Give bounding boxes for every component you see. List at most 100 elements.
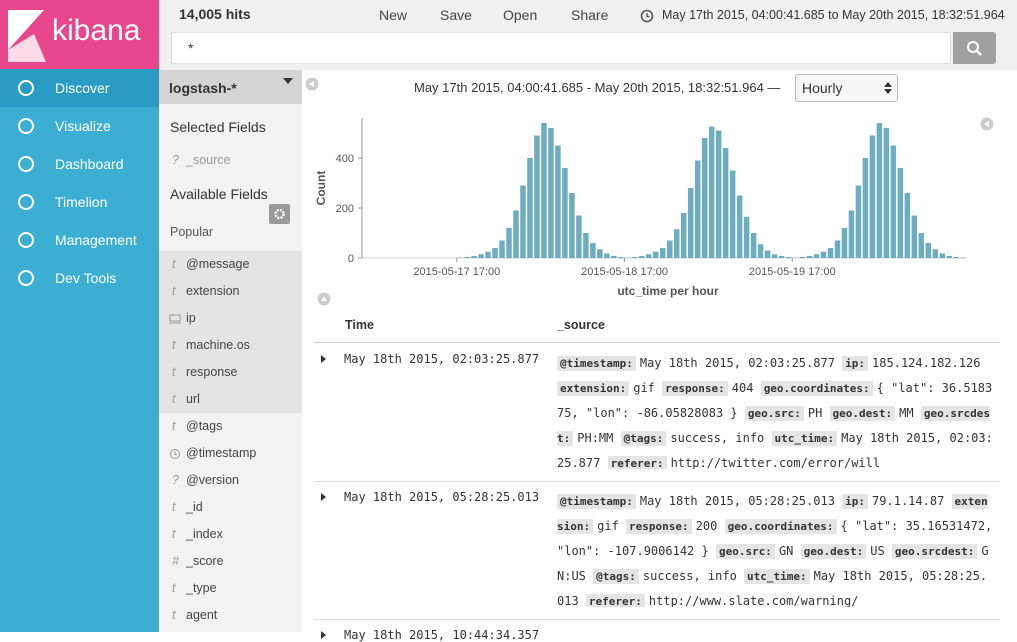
bar (597, 249, 603, 258)
bar (757, 244, 764, 258)
field[interactable]: # _score (159, 548, 302, 575)
row-source: @timestamp: May 18th 2015, 05:28:25.013 i… (557, 489, 993, 607)
interval-select[interactable]: Hourly (795, 74, 898, 102)
x-tick-label: 2015-05-18 17:00 (581, 266, 668, 278)
bar (701, 138, 708, 258)
source-key: referer: (607, 456, 667, 469)
x-tick-label: 2015-05-17 17:00 (413, 266, 500, 278)
bar (764, 250, 771, 258)
source-value: PH (807, 406, 823, 420)
nav-item[interactable]: Discover (0, 69, 159, 107)
bar (778, 256, 785, 258)
field-type-icon (169, 314, 181, 324)
field-type-icon: t (172, 338, 176, 352)
field-type-icon: ? (172, 153, 179, 167)
collapse-left[interactable] (305, 77, 319, 91)
nav-icon (18, 194, 34, 210)
field-name: @version (186, 473, 239, 487)
source-key: @timestamp: (557, 494, 636, 509)
bar (792, 257, 799, 258)
collapse-chart[interactable] (317, 292, 331, 306)
nav-label: Dev Tools (55, 270, 117, 286)
x-tick-label: 2015-05-19 17:00 (749, 266, 836, 278)
field[interactable]: t agent (159, 602, 302, 629)
bar (799, 257, 806, 258)
field-type-icon: t (172, 257, 176, 271)
source-value: GN (778, 544, 794, 558)
bar (939, 253, 946, 258)
menu-item[interactable]: Share (571, 7, 609, 23)
logo[interactable]: kibana (0, 0, 159, 69)
index-pattern[interactable]: logstash-* (159, 70, 302, 104)
y-tick-label: 400 (336, 153, 354, 165)
menu-item[interactable]: Open (503, 7, 538, 23)
collapse-right[interactable] (980, 117, 994, 131)
bar (555, 145, 561, 258)
source-value: May 18th 2015, 05:28:25.013 (557, 569, 988, 607)
source-value: GN:US (557, 544, 989, 583)
nav-icon (18, 156, 34, 172)
nav-label: Dashboard (55, 156, 124, 172)
field-name: machine.os (186, 338, 250, 352)
chart-range: May 17th 2015, 04:00:41.685 - May 20th 2… (414, 80, 781, 95)
expand-toggle[interactable] (320, 492, 328, 502)
field[interactable]: t extension (159, 278, 302, 305)
field-name: _type (186, 581, 217, 595)
field[interactable]: t machine.os (159, 332, 302, 359)
nav-item[interactable]: Visualize (0, 107, 159, 145)
bar (604, 253, 610, 258)
field[interactable]: ? @version (159, 467, 302, 494)
bar (729, 170, 736, 258)
bar (806, 256, 813, 258)
field[interactable]: t url (159, 386, 302, 413)
nav-item[interactable]: Management (0, 221, 159, 259)
field-name: @message (186, 257, 250, 271)
bar (646, 254, 652, 258)
hits: 14,005 hits (179, 6, 251, 22)
field-type-icon: t (172, 392, 176, 406)
field[interactable]: ip (159, 305, 302, 332)
source-value: success, info (670, 431, 765, 445)
field[interactable]: t _id (159, 494, 302, 521)
source-key: response: (626, 519, 692, 534)
nav-label: Management (55, 232, 137, 248)
bar (869, 135, 876, 258)
bar (632, 257, 638, 258)
source-key: geo.srcdest: (891, 544, 978, 559)
field[interactable]: t @tags (159, 413, 302, 440)
source-value: http://www.slate.com/warning/ (648, 594, 859, 607)
bar (499, 240, 505, 258)
menu-item[interactable]: New (379, 7, 408, 23)
menu-item[interactable]: Save (440, 7, 472, 23)
expand-toggle[interactable] (320, 354, 328, 364)
bar (611, 256, 617, 258)
source-key: geo.dest: (800, 544, 867, 559)
bar (694, 160, 701, 258)
field[interactable]: t _type (159, 575, 302, 602)
bar (946, 256, 953, 258)
field[interactable]: @timestamp (159, 440, 302, 467)
selected-title: Selected Fields (170, 119, 266, 135)
bar (639, 256, 645, 258)
nav-item[interactable]: Dashboard (0, 145, 159, 183)
source-value: May 18th 2015, 02:03:25.877 (639, 356, 835, 370)
field[interactable]: ? _source (159, 147, 302, 174)
bar (541, 123, 547, 258)
nav-label: Visualize (55, 118, 111, 134)
nav-item[interactable]: Timelion (0, 183, 159, 221)
field[interactable]: t response (159, 359, 302, 386)
source-value: gif (597, 519, 619, 533)
bar (750, 233, 757, 258)
bar (576, 215, 582, 258)
time-range[interactable]: May 17th 2015, 04:00:41.685 to May 20th … (662, 8, 1005, 22)
settings-button[interactable] (269, 204, 290, 224)
source-value: May 18th 2015, 05:28:25.013 (639, 494, 835, 508)
query-input[interactable]: * (171, 32, 951, 64)
field[interactable]: t _index (159, 521, 302, 548)
nav-item[interactable]: Dev Tools (0, 259, 159, 297)
search-button[interactable] (953, 32, 996, 64)
bar (562, 168, 568, 258)
field[interactable]: t @message (159, 251, 302, 278)
bar (904, 193, 911, 258)
field-name: agent (186, 608, 218, 622)
